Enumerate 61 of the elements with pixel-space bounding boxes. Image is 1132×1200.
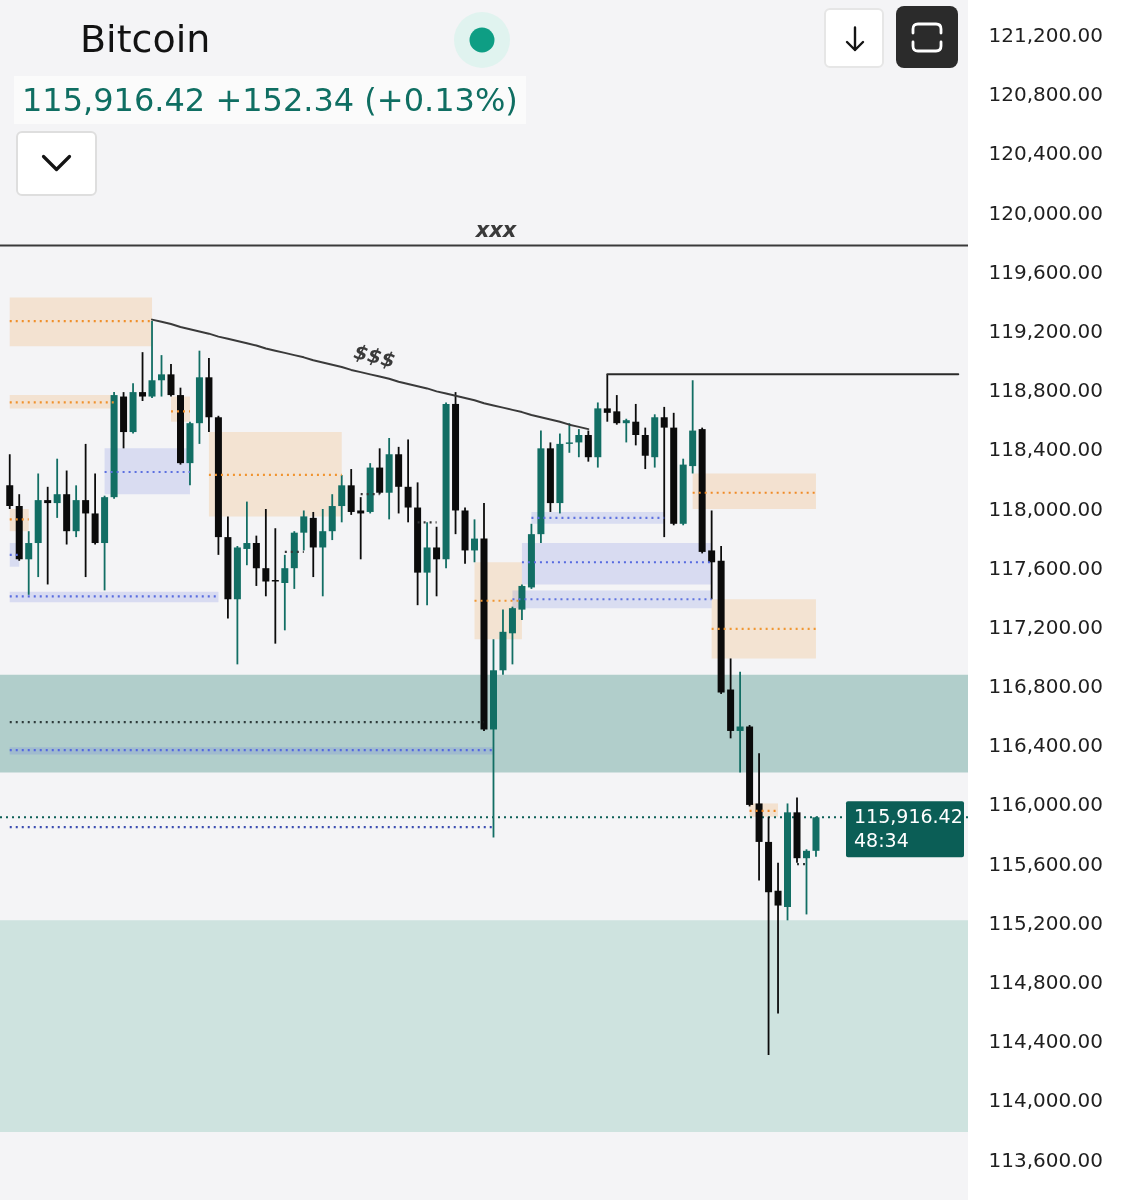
candlestick [613, 394, 621, 426]
line-series [151, 318, 590, 431]
y-tick-label: 114,400.00 [988, 1029, 1104, 1054]
text: Bitcoin [80, 17, 211, 61]
candlestick [660, 406, 668, 539]
candlestick [148, 320, 156, 399]
candlestick [6, 453, 14, 510]
candlestick [584, 429, 592, 463]
candlestick [471, 518, 479, 564]
y-tick-label: 116,400.00 [988, 733, 1104, 758]
y-tick-label: 120,000.00 [988, 200, 1104, 225]
candlestick [603, 373, 611, 423]
candlestick [518, 583, 526, 621]
candlestick [736, 670, 744, 774]
candlestick [300, 509, 308, 552]
text: $$$ [351, 339, 398, 373]
candlestick [167, 363, 175, 398]
y-tick-label: 115,600.00 [988, 851, 1104, 876]
candlestick [271, 527, 279, 645]
y-tick-label: 121,200.00 [988, 23, 1104, 48]
y-tick-label: 114,800.00 [988, 969, 1104, 994]
y-tick-label: 120,400.00 [988, 141, 1104, 166]
y-tick-label: 119,200.00 [988, 318, 1104, 343]
candlestick [641, 426, 649, 470]
candlestick [622, 417, 630, 444]
y-tick-label: 118,000.00 [988, 496, 1104, 521]
candlestick [25, 530, 33, 596]
candlestick [774, 861, 782, 1015]
ref-line-label: xxx [474, 217, 518, 242]
candlestick [53, 457, 61, 519]
candlestick [632, 403, 640, 447]
candlestick [338, 474, 346, 524]
y-tick-label: 116,000.00 [988, 792, 1104, 817]
text: 115,916.42 +152.34 (+0.13%) [14, 76, 526, 124]
candlestick [44, 485, 52, 586]
candlestick [803, 848, 810, 916]
candlestick [708, 509, 716, 601]
candlestick [575, 428, 583, 459]
candlestick [243, 500, 251, 567]
candlestick [565, 422, 573, 454]
candlestick [262, 508, 270, 598]
candlestick [357, 496, 365, 561]
y-tick-label: 115,200.00 [988, 910, 1104, 935]
candlestick [433, 525, 441, 598]
ref-line-label: 115,916.42 [854, 805, 963, 828]
y-tick-label: 119,600.00 [988, 259, 1104, 284]
y-tick-label: 118,800.00 [988, 378, 1104, 403]
candlestick [319, 508, 327, 598]
y-tick-label: 120,800.00 [988, 82, 1104, 107]
candlestick [404, 438, 412, 524]
y-tick-label: 114,000.00 [988, 1088, 1104, 1113]
candlestick [82, 443, 90, 578]
y-tick-label: 113,600.00 [988, 1147, 1104, 1172]
y-tick-label: 117,200.00 [988, 614, 1104, 639]
y-tick-label: 118,400.00 [988, 437, 1104, 462]
y-tick-label: 117,600.00 [988, 555, 1104, 580]
y-tick-label: 116,800.00 [988, 674, 1104, 699]
candlestick [281, 553, 289, 632]
candlestick [139, 351, 147, 402]
annotation: 48:34 [854, 829, 909, 852]
candlestick [158, 354, 165, 398]
